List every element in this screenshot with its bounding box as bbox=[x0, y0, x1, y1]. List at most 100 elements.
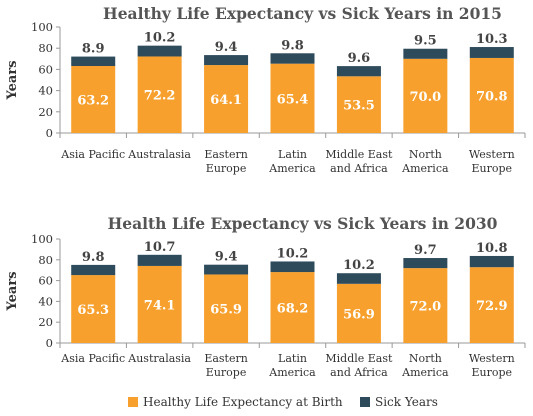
y-tick-label: 100 bbox=[31, 20, 53, 34]
bar-sick-years bbox=[403, 258, 448, 269]
bar-healthy-life-expectancy bbox=[71, 66, 116, 133]
data-label-sick: 10.7 bbox=[144, 240, 176, 255]
bar-sick-years bbox=[204, 264, 249, 275]
data-label-sick: 9.4 bbox=[215, 250, 238, 265]
y-tick-label: 20 bbox=[38, 315, 53, 329]
y-tick-label: 100 bbox=[31, 232, 53, 246]
legend: Healthy Life Expectancy at Birth Sick Yea… bbox=[128, 395, 438, 409]
y-axis-label: Years bbox=[5, 60, 20, 100]
data-label-sick: 10.8 bbox=[476, 241, 508, 256]
bar-healthy-life-expectancy bbox=[270, 272, 315, 343]
bar-healthy-life-expectancy bbox=[336, 283, 381, 343]
bar-healthy-life-expectancy bbox=[469, 267, 514, 343]
x-tick-label: Asia Pacific bbox=[60, 148, 125, 161]
data-label-sick: 9.5 bbox=[414, 34, 437, 49]
bar-healthy-life-expectancy bbox=[71, 275, 116, 343]
bar-sick-years bbox=[270, 261, 315, 273]
data-label-healthy: 72.0 bbox=[410, 300, 442, 315]
data-label-sick: 9.6 bbox=[348, 51, 371, 66]
y-tick-label: 60 bbox=[38, 62, 53, 76]
bar-healthy-life-expectancy bbox=[336, 76, 381, 133]
x-tick-label: America bbox=[401, 366, 449, 379]
bar-healthy-life-expectancy bbox=[403, 58, 448, 133]
bar-healthy-life-expectancy bbox=[403, 268, 448, 343]
bar-sick-years bbox=[71, 264, 116, 276]
data-label-healthy: 53.5 bbox=[343, 99, 375, 114]
data-label-healthy: 63.2 bbox=[77, 94, 109, 109]
data-label-healthy: 65.3 bbox=[77, 303, 109, 318]
x-tick-label: and Africa bbox=[330, 162, 388, 175]
chart-title: Healthy Life Expectancy vs Sick Years in… bbox=[103, 4, 502, 23]
x-tick-label: Eastern bbox=[204, 352, 248, 365]
data-label-sick: 10.2 bbox=[144, 31, 176, 46]
data-label-sick: 9.8 bbox=[281, 38, 304, 53]
data-label-sick: 10.3 bbox=[476, 32, 508, 47]
data-label-healthy: 70.8 bbox=[476, 89, 508, 104]
x-tick-label: America bbox=[268, 366, 316, 379]
data-label-healthy: 72.2 bbox=[144, 89, 176, 104]
x-tick-label: Europe bbox=[472, 366, 513, 379]
x-tick-label: North bbox=[409, 352, 442, 365]
y-axis-label: Years bbox=[5, 271, 20, 311]
legend-label: Sick Years bbox=[375, 395, 438, 409]
bar-healthy-life-expectancy bbox=[469, 57, 514, 134]
y-tick-label: 60 bbox=[38, 274, 53, 288]
chart-title: Health Life Expectancy vs Sick Years in … bbox=[108, 214, 498, 233]
y-tick-label: 0 bbox=[46, 126, 53, 140]
x-tick-label: Eastern bbox=[204, 148, 248, 161]
x-tick-label: Western bbox=[469, 352, 515, 365]
y-tick-label: 80 bbox=[38, 253, 53, 267]
data-label-healthy: 65.9 bbox=[210, 303, 242, 318]
bar-healthy-life-expectancy bbox=[270, 63, 315, 134]
x-tick-label: Latin bbox=[278, 352, 307, 365]
data-label-sick: 8.9 bbox=[82, 42, 105, 57]
bar-sick-years bbox=[403, 48, 448, 59]
data-label-healthy: 64.1 bbox=[210, 93, 242, 108]
x-tick-label: Australasia bbox=[127, 352, 191, 365]
x-tick-label: Australasia bbox=[127, 148, 191, 161]
x-tick-label: and Africa bbox=[330, 366, 388, 379]
y-tick-label: 40 bbox=[38, 294, 53, 308]
legend-swatch bbox=[360, 397, 370, 407]
y-tick-label: 0 bbox=[46, 336, 53, 350]
bar-healthy-life-expectancy bbox=[204, 274, 249, 343]
bar-sick-years bbox=[137, 45, 182, 57]
y-tick-label: 40 bbox=[38, 84, 53, 98]
data-label-sick: 10.2 bbox=[277, 246, 309, 261]
bar-sick-years bbox=[469, 255, 514, 268]
x-tick-label: Middle East bbox=[325, 148, 393, 161]
bar-healthy-life-expectancy bbox=[137, 56, 182, 133]
data-label-healthy: 72.9 bbox=[476, 299, 508, 314]
bar-healthy-life-expectancy bbox=[204, 65, 249, 133]
bar-sick-years bbox=[137, 254, 182, 266]
x-tick-label: North bbox=[409, 148, 442, 161]
x-tick-label: Europe bbox=[472, 162, 513, 175]
legend-swatch bbox=[128, 397, 138, 407]
legend-label: Healthy Life Expectancy at Birth bbox=[143, 395, 343, 409]
y-tick-label: 80 bbox=[38, 41, 53, 55]
data-label-sick: 9.7 bbox=[414, 243, 437, 258]
chart-2: Health Life Expectancy vs Sick Years in … bbox=[5, 214, 526, 379]
data-label-healthy: 74.1 bbox=[144, 298, 176, 313]
chart-1: Healthy Life Expectancy vs Sick Years in… bbox=[5, 4, 526, 175]
bar-sick-years bbox=[270, 53, 315, 64]
data-label-sick: 9.4 bbox=[215, 40, 238, 55]
bar-sick-years bbox=[336, 273, 381, 284]
x-tick-label: Europe bbox=[206, 162, 247, 175]
data-label-healthy: 70.0 bbox=[410, 90, 442, 105]
bar-healthy-life-expectancy bbox=[137, 265, 182, 343]
bar-sick-years bbox=[336, 66, 381, 77]
data-label-sick: 9.8 bbox=[82, 250, 105, 265]
x-tick-label: Asia Pacific bbox=[60, 352, 125, 365]
data-label-healthy: 65.4 bbox=[277, 92, 309, 107]
data-label-healthy: 56.9 bbox=[343, 307, 375, 322]
x-tick-label: Western bbox=[469, 148, 515, 161]
x-tick-label: America bbox=[401, 162, 449, 175]
x-tick-label: Middle East bbox=[325, 352, 393, 365]
y-tick-label: 20 bbox=[38, 105, 53, 119]
bar-sick-years bbox=[71, 56, 116, 67]
data-label-healthy: 68.2 bbox=[277, 302, 309, 317]
bar-sick-years bbox=[204, 55, 249, 66]
x-tick-label: Europe bbox=[206, 366, 247, 379]
